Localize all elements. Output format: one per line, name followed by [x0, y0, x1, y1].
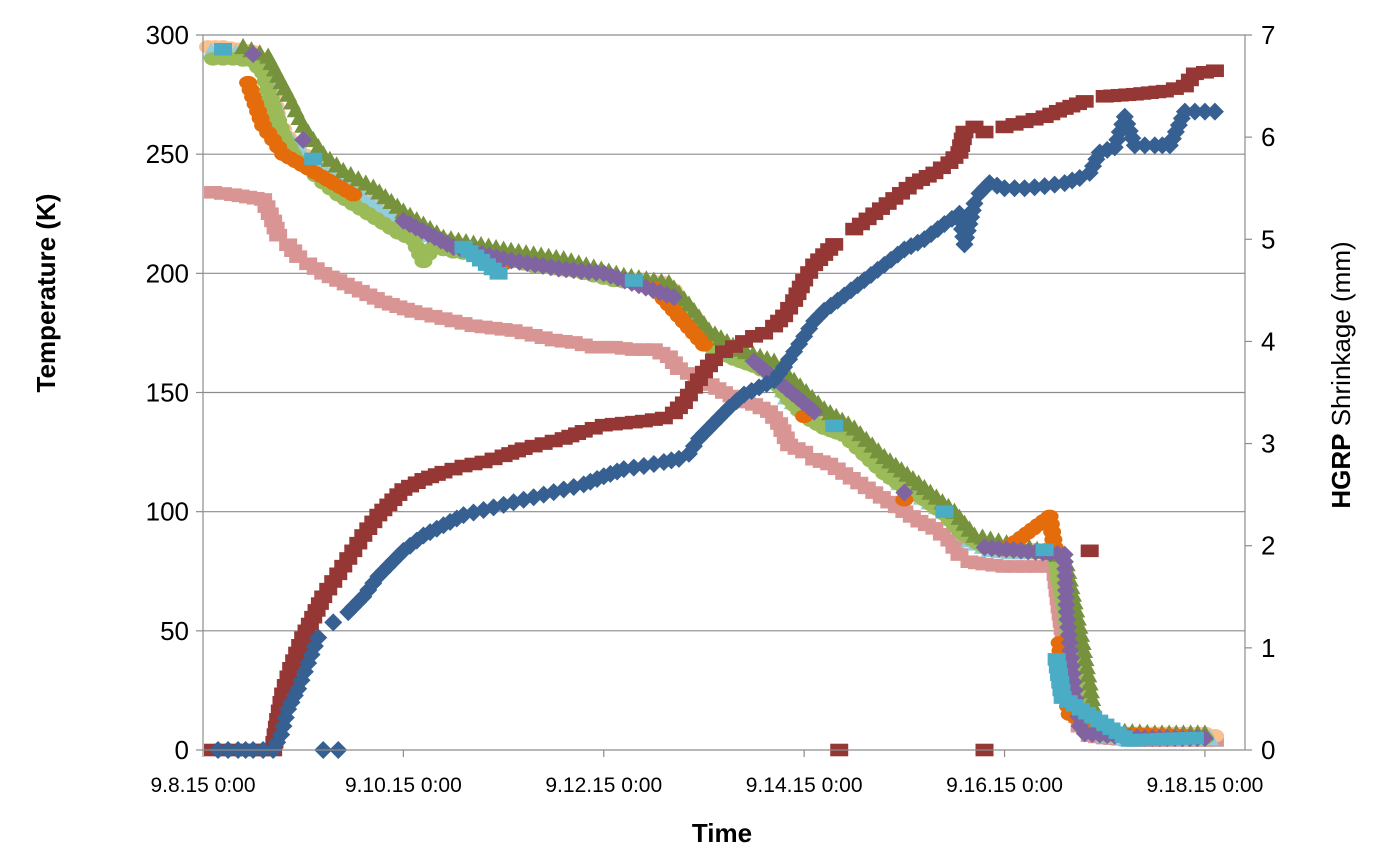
y-left-tick-label: 100 — [146, 497, 189, 527]
data-point — [895, 483, 914, 502]
series-temperature-sensors-orange-circle- — [239, 75, 1194, 743]
data-point — [324, 613, 343, 632]
data-point — [309, 628, 328, 647]
data-point — [1080, 544, 1099, 558]
data-point — [1079, 666, 1098, 683]
data-point — [1205, 64, 1224, 78]
data-point — [1081, 682, 1100, 699]
data-point — [1005, 179, 1024, 198]
x-tick-label: 9.12.15 0:00 — [545, 774, 662, 797]
y-right-tick-label: 3 — [1261, 429, 1275, 459]
y-left-tick-label: 300 — [146, 20, 189, 50]
data-point — [1110, 123, 1129, 142]
data-point — [489, 267, 508, 280]
data-point — [1075, 95, 1094, 108]
data-point — [1125, 136, 1144, 155]
data-point — [294, 130, 313, 149]
data-point — [825, 238, 844, 251]
data-point — [1035, 543, 1054, 557]
x-tick-label: 9.10.15 0:00 — [345, 774, 462, 797]
y-right-tick-label: 6 — [1261, 122, 1275, 152]
data-point — [825, 419, 844, 433]
data-point — [664, 288, 683, 307]
y-left-tick-label: 250 — [146, 139, 189, 169]
y-right-tick-label: 1 — [1261, 633, 1275, 663]
data-point — [1175, 102, 1194, 121]
data-point — [1076, 649, 1095, 667]
x-tick-label: 9.16.15 0:00 — [946, 774, 1063, 797]
data-point — [1195, 102, 1214, 121]
data-point — [1185, 102, 1204, 121]
x-tick-label: 9.18.15 0:00 — [1147, 774, 1264, 797]
data-point — [935, 505, 954, 518]
data-point — [244, 45, 263, 64]
data-point — [304, 152, 323, 166]
data-point — [805, 402, 824, 421]
data-point — [214, 43, 233, 56]
axes: 0 50 100 150 200 250 300 0 1 2 3 4 5 6 7 9.8.15 0:00 9.1… — [146, 20, 1276, 797]
data-point — [1070, 617, 1089, 634]
data-point — [344, 187, 363, 202]
y-right-tick-label: 7 — [1261, 20, 1275, 50]
data-point — [1135, 136, 1154, 155]
x-tick-label: 9.14.15 0:00 — [746, 774, 863, 797]
y-right-tick-label: 5 — [1261, 224, 1275, 254]
y-axis-right-title: HGRP Shrinkage (mm) — [1326, 241, 1356, 508]
y-left-tick-label: 50 — [160, 616, 189, 646]
data-point — [881, 250, 900, 269]
data-point — [269, 228, 288, 242]
y-right-tick-label: 2 — [1261, 531, 1275, 561]
x-axis-title: Time — [692, 818, 752, 848]
plot-area — [199, 37, 1224, 759]
data-point — [1083, 689, 1102, 706]
data-point — [694, 338, 713, 352]
y-left-tick-label: 150 — [146, 378, 189, 408]
series-temperature-sensors-teal-square- — [214, 43, 1204, 747]
y-left-tick-label: 0 — [175, 735, 189, 765]
series-shrinkage-2 — [209, 102, 1224, 759]
y-axis-right-title-bold: HGRP — [1326, 434, 1356, 509]
data-point — [1166, 122, 1185, 141]
data-point — [1072, 625, 1091, 642]
data-point — [1073, 633, 1092, 650]
data-point — [464, 503, 483, 522]
data-point — [995, 179, 1014, 198]
data-point — [1205, 102, 1224, 121]
y-right-tick-label: 4 — [1261, 326, 1275, 356]
data-point — [1077, 658, 1096, 675]
data-point — [975, 125, 994, 139]
y-axis-left-title: Temperature (K) — [31, 194, 61, 393]
x-tick-label: 9.8.15 0:00 — [150, 774, 255, 797]
y-left-tick-label: 200 — [146, 258, 189, 288]
data-point — [1080, 674, 1099, 691]
series-shrinkage-1 — [204, 64, 1224, 757]
data-point — [1185, 731, 1204, 745]
y-right-tick-label: 0 — [1261, 735, 1275, 765]
data-point — [624, 274, 643, 287]
data-point — [1075, 641, 1094, 659]
y-axis-right-title-rest: Shrinkage (mm) — [1326, 241, 1356, 433]
